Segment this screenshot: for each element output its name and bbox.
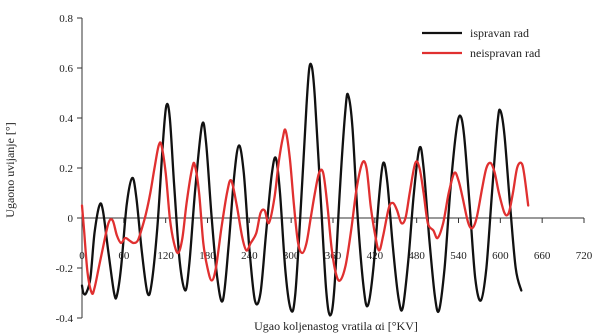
x-tick-label: 60 [118, 250, 130, 262]
x-tick-label: 300 [283, 250, 300, 262]
y-tick-label: 0.6 [59, 63, 73, 75]
y-tick-label: 0.2 [59, 163, 73, 175]
x-tick-label: 600 [492, 250, 509, 262]
x-tick-label: 540 [450, 250, 467, 262]
x-tick-label: 0 [79, 250, 85, 262]
x-tick-label: 480 [408, 250, 425, 262]
series-line-1 [80, 62, 523, 317]
y-tick-label: -0.4 [56, 313, 74, 325]
y-axis-label: Ugaono uvijanje [°] [3, 122, 17, 217]
legend-label-1: ispravan rad [470, 26, 529, 40]
legend: ispravan rad neispravan rad [422, 26, 540, 60]
x-tick-label: 120 [157, 250, 174, 262]
ticks: -0.4-0.200.20.40.60.80 60 120 180 240 300 360 4… [56, 13, 593, 325]
series-group [80, 62, 530, 317]
x-tick-label: 660 [534, 250, 551, 262]
series-line-2 [80, 128, 530, 296]
y-tick-label: 0 [68, 213, 74, 225]
y-tick-label: -0.2 [56, 263, 73, 275]
x-axis-label: Ugao koljenastog vratila αi [°KV] [254, 319, 418, 333]
x-tick-label: 720 [576, 250, 593, 262]
y-tick-label: 0.4 [59, 113, 73, 125]
y-tick-label: 0.8 [59, 13, 73, 25]
legend-label-2: neispravan rad [470, 46, 540, 60]
